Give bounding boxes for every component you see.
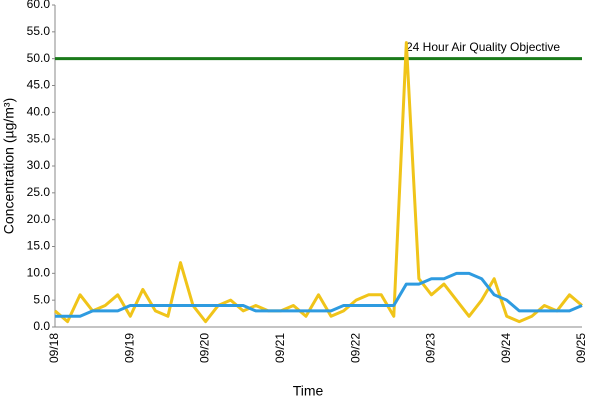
x-tick-label: 09/22: [348, 333, 362, 363]
y-tick-label: 50.0: [27, 51, 51, 65]
y-tick-label: 40.0: [27, 105, 51, 119]
y-tick-label: 55.0: [27, 24, 51, 38]
x-axis-label: Time: [293, 383, 324, 399]
x-tick-label: 09/24: [499, 333, 513, 363]
x-tick-label: 09/19: [122, 333, 136, 363]
data-line: [54, 41, 583, 324]
x-tick-label: 09/21: [273, 333, 287, 363]
y-tick-label: 0.0: [33, 319, 50, 333]
x-tick-label: 09/25: [574, 333, 588, 363]
y-tick-label: 60.0: [27, 0, 51, 11]
y-tick-label: 25.0: [27, 185, 51, 199]
y-tick-label: 35.0: [27, 131, 51, 145]
y-tick-label: 20.0: [27, 212, 51, 226]
objective-label: 24 Hour Air Quality Objective: [406, 40, 560, 54]
y-tick-label: 10.0: [27, 266, 51, 280]
data-line: [55, 271, 583, 318]
x-tick-label: 09/20: [198, 333, 212, 363]
y-tick-label: 15.0: [27, 239, 51, 253]
y-tick-label: 30.0: [27, 158, 51, 172]
x-tick-label: 09/18: [47, 333, 61, 363]
y-axis-label: Concentration (µg/m³): [1, 98, 17, 234]
y-tick-label: 5.0: [33, 292, 50, 306]
y-tick-label: 45.0: [27, 78, 51, 92]
x-tick-label: 09/23: [424, 333, 438, 363]
